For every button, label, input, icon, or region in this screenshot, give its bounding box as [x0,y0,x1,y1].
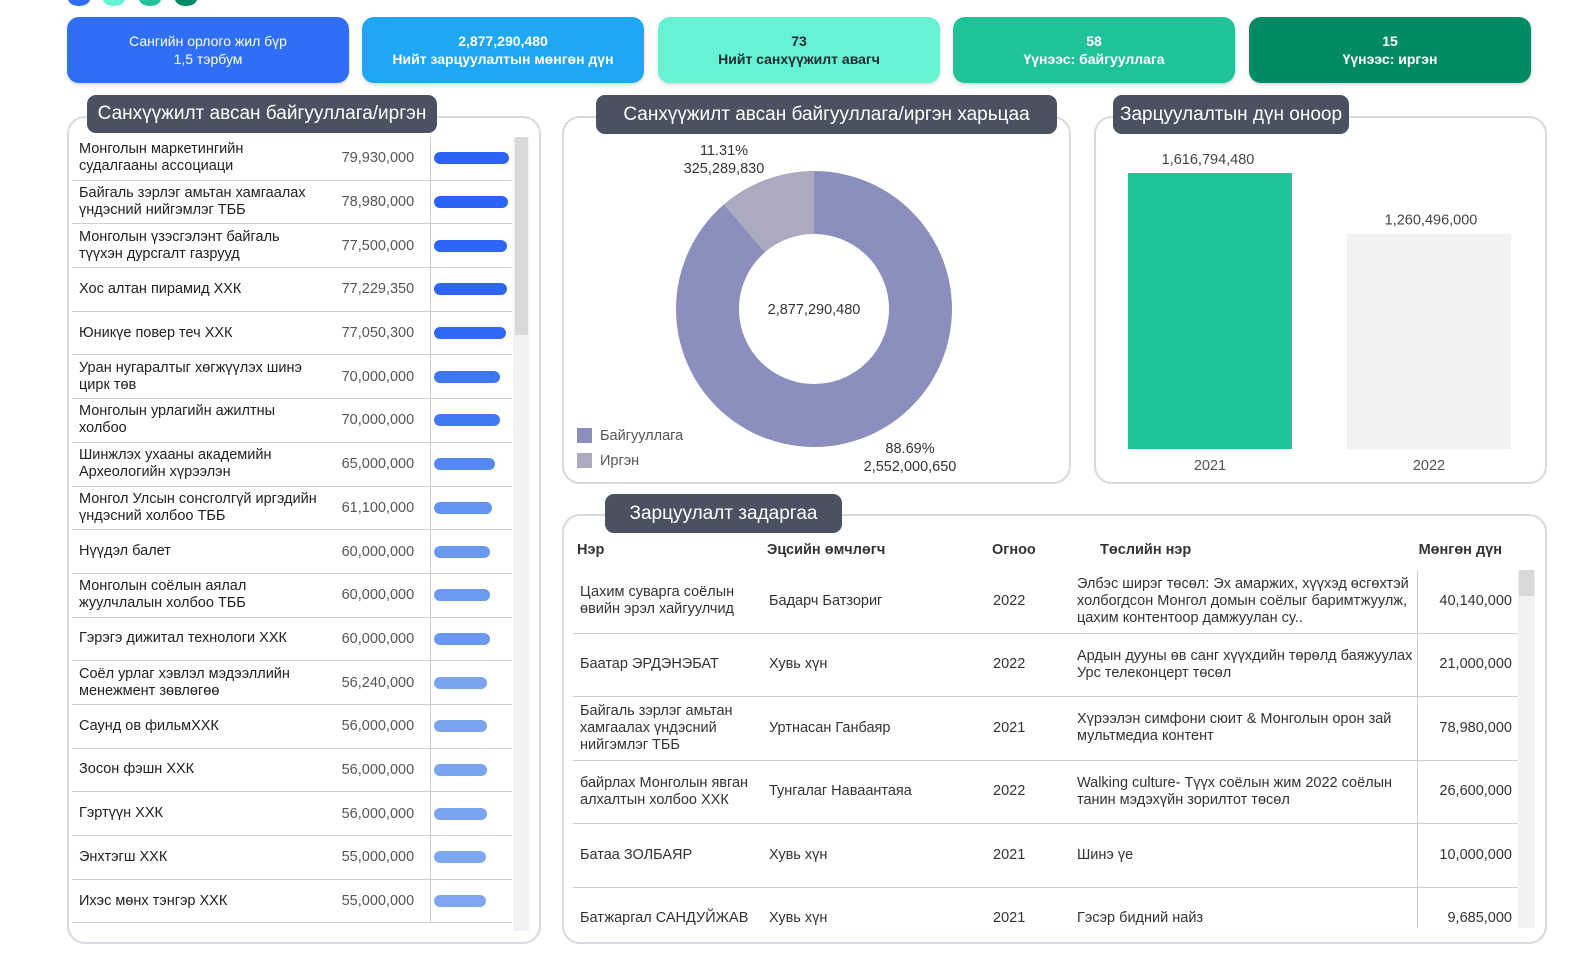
legend-swatch [577,428,592,443]
percent-label: 88.69% [885,441,934,457]
bar [1347,234,1511,449]
legend-label: Байгууллага [600,428,684,444]
amount-label: 325,289,830 [684,161,765,177]
x-tick-label: 2022 [1413,458,1445,474]
bar [1128,173,1292,449]
center-label: 2,877,290,480 [768,302,861,318]
value-label: 1,616,794,480 [1162,152,1255,168]
legend-swatch [577,453,592,468]
legend-label: Иргэн [600,453,639,469]
value-label: 1,260,496,000 [1385,213,1478,229]
x-tick-label: 2021 [1194,458,1226,474]
percent-label: 11.31% [700,143,748,159]
amount-label: 2,552,000,650 [864,459,957,475]
